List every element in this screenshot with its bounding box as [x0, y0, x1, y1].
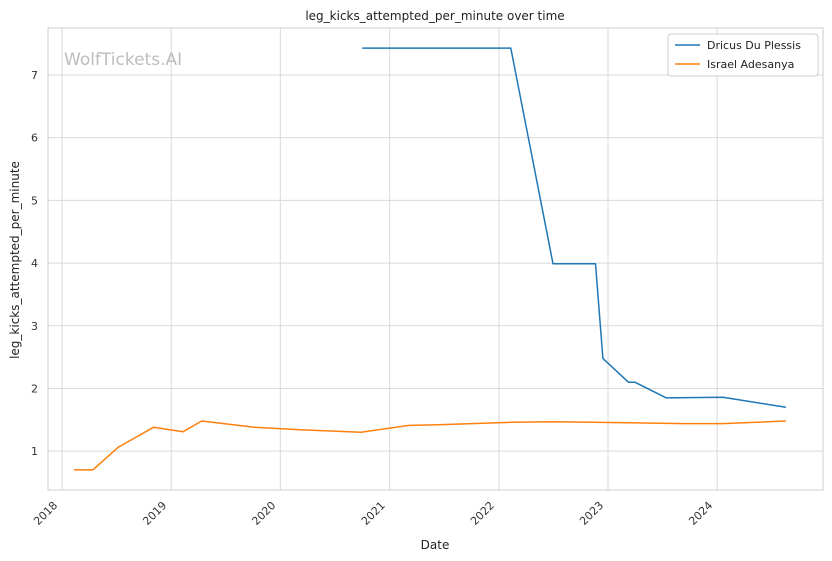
legend-label: Israel Adesanya [707, 58, 794, 71]
legend: Dricus Du Plessis Israel Adesanya [667, 33, 819, 77]
series-lines [74, 47, 787, 471]
plot-area [47, 27, 824, 491]
y-tick-label: 1 [31, 445, 38, 458]
series-line [362, 47, 787, 409]
y-tick-label: 4 [31, 257, 38, 270]
x-axis-title: Date [421, 538, 450, 552]
chart-title: leg_kicks_attempted_per_minute over time [305, 9, 564, 23]
y-tick-label: 5 [31, 194, 38, 207]
y-tick-label: 2 [31, 382, 38, 395]
legend-box [667, 33, 819, 77]
y-tick-label: 3 [31, 320, 38, 333]
series-line [74, 420, 786, 471]
legend-label: Dricus Du Plessis [707, 39, 801, 52]
y-tick-label: 7 [31, 69, 38, 82]
y-axis-title: leg_kicks_attempted_per_minute [8, 161, 22, 359]
y-tick-labels: 1 2 3 4 5 6 7 [31, 69, 38, 458]
watermark: WolfTickets.AI [64, 50, 182, 70]
y-tick-label: 6 [31, 132, 38, 145]
